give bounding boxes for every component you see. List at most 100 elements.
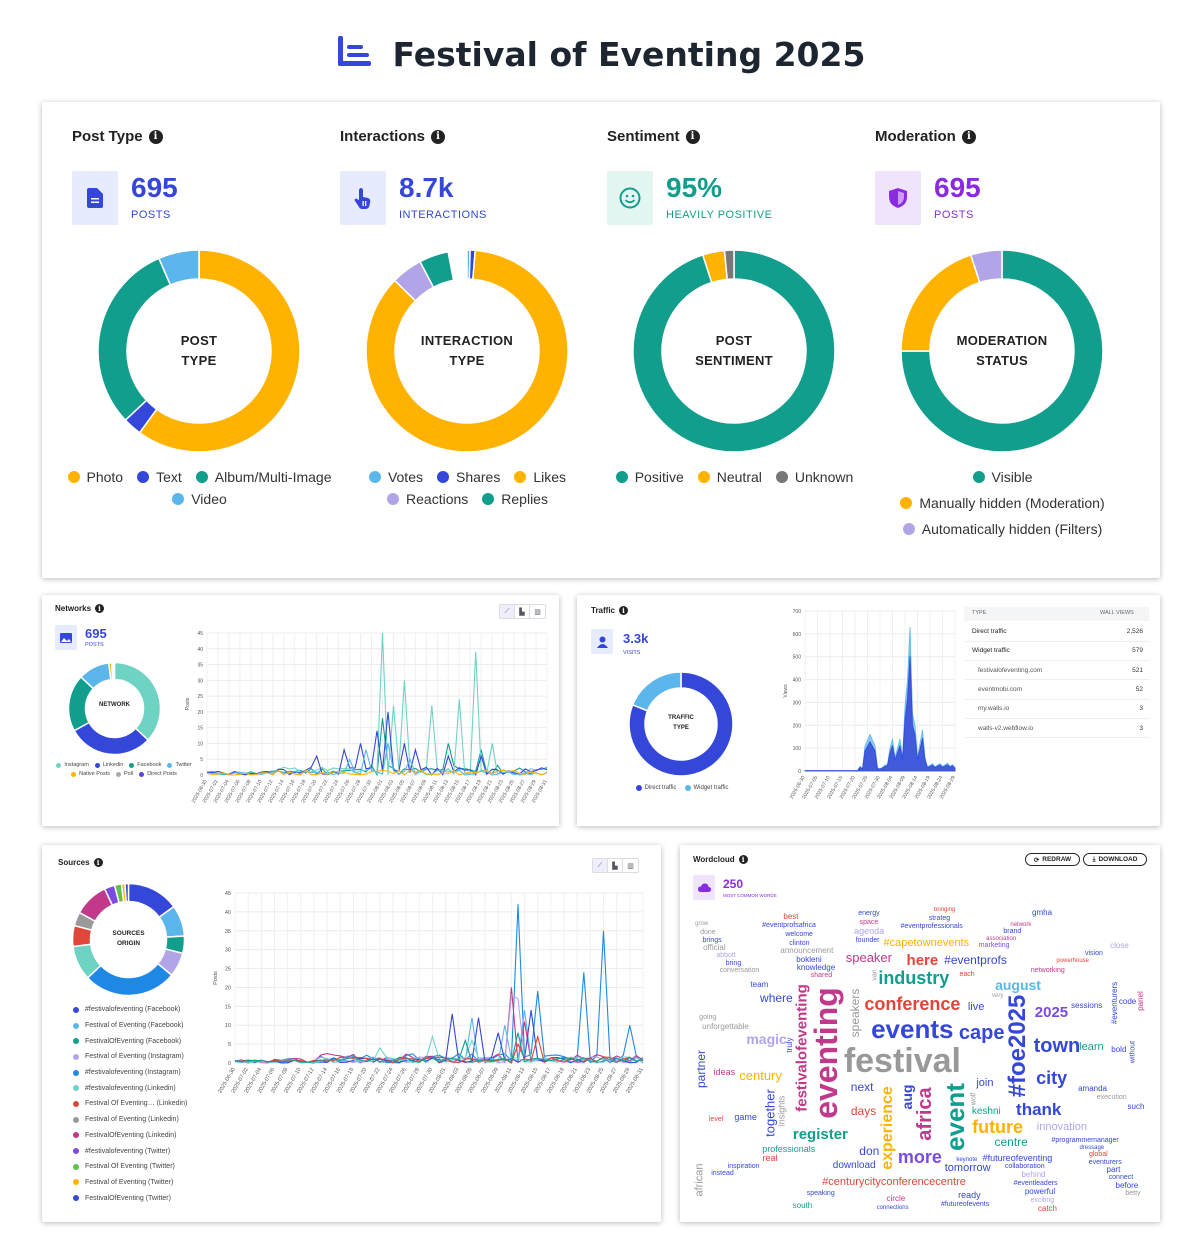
legend-item[interactable]: Festival of Eventing (Instagram)	[73, 1049, 187, 1065]
legend-item[interactable]: Festival Of Eventing (Twitter)	[73, 1159, 187, 1175]
word[interactable]: city	[1036, 1068, 1068, 1089]
legend-item[interactable]: Automatically hidden (Filters)	[902, 521, 1102, 537]
word[interactable]: without	[1129, 1040, 1137, 1063]
word[interactable]: #capetownevents	[883, 937, 970, 950]
word[interactable]: festivalofeventing	[793, 984, 811, 1112]
word[interactable]: speaking	[806, 1189, 835, 1197]
info-icon[interactable]: i	[95, 604, 105, 613]
legend-item[interactable]: Widget traffic	[684, 785, 728, 791]
moderation-segment[interactable]	[969, 249, 1003, 284]
word[interactable]: connections	[876, 1204, 909, 1211]
word[interactable]: festival	[843, 1042, 962, 1080]
word[interactable]: experience	[878, 1086, 896, 1171]
word[interactable]: very	[992, 992, 1004, 999]
word[interactable]: conversation	[719, 967, 760, 975]
word[interactable]: keynote	[956, 1156, 978, 1163]
line-chart-icon[interactable]: ⟋	[593, 859, 608, 872]
legend-item[interactable]: Facebook	[129, 762, 161, 768]
word[interactable]: sessions	[1071, 1000, 1103, 1010]
word[interactable]: download	[832, 1159, 876, 1171]
legend-item[interactable]: #festivalofeventing (Facebook)	[73, 1002, 187, 1018]
redraw-button[interactable]: ⟳ REDRAW	[1025, 853, 1080, 866]
word[interactable]: vision	[1084, 949, 1103, 957]
word[interactable]: #futureofeventing	[982, 1152, 1053, 1163]
legend-item[interactable]: Neutral	[697, 469, 762, 485]
word[interactable]: #eventprofs	[944, 952, 1007, 967]
legend-item[interactable]: Likes	[514, 469, 566, 485]
word[interactable]: town	[1033, 1034, 1081, 1057]
word[interactable]: speakers	[848, 988, 862, 1038]
word[interactable]: events	[871, 1014, 954, 1045]
word[interactable]: future	[972, 1117, 1024, 1138]
sentiment-segment[interactable]	[723, 249, 735, 281]
word[interactable]: august	[995, 976, 1041, 993]
legend-item[interactable]: Photo	[67, 469, 123, 485]
chart-type-toggle[interactable]: ⟋ ▙ ▥	[592, 858, 639, 873]
word[interactable]: speaker	[845, 950, 892, 966]
word[interactable]: innovation	[1036, 1121, 1087, 1134]
word[interactable]: more	[897, 1147, 942, 1168]
word[interactable]: marketing	[978, 942, 1010, 950]
word[interactable]: african	[694, 1163, 706, 1197]
word[interactable]: south	[792, 1201, 813, 1211]
word[interactable]: done	[700, 928, 716, 936]
traffic-segment[interactable]	[628, 671, 734, 777]
word[interactable]: real	[762, 1153, 778, 1164]
info-icon[interactable]: i	[961, 129, 976, 144]
sentiment-segment[interactable]	[632, 249, 836, 453]
interactions-segment[interactable]	[419, 250, 455, 289]
legend-item[interactable]: Festival of Eventing (Linkedin)	[73, 1112, 187, 1128]
word[interactable]: #centurycityconferencecentre	[822, 1176, 966, 1189]
legend-item[interactable]: Festival of Eventing (Twitter)	[73, 1175, 187, 1191]
legend-item[interactable]: Unknown	[775, 469, 853, 485]
word[interactable]: #programmemanager	[1051, 1137, 1119, 1145]
word[interactable]: clinton	[789, 939, 810, 947]
area-chart-icon[interactable]: ▙	[515, 605, 530, 618]
word[interactable]: brings	[702, 936, 722, 944]
word[interactable]: truly	[784, 1037, 794, 1053]
legend-item[interactable]: Direct Posts	[139, 771, 177, 777]
word[interactable]: gmha	[1032, 907, 1053, 917]
word[interactable]: wolf	[970, 1092, 978, 1105]
bar-chart-icon[interactable]: ▥	[627, 862, 634, 870]
word[interactable]: official	[703, 943, 726, 953]
legend-item[interactable]: Visible	[972, 469, 1033, 485]
legend-item[interactable]: FestivalOfEventing (Facebook)	[73, 1033, 187, 1049]
legend-item[interactable]: Votes	[368, 469, 423, 485]
legend-item[interactable]: Replies	[482, 491, 548, 507]
legend-item[interactable]: Festival of Eventing (Facebook)	[73, 1018, 187, 1034]
word[interactable]: networking	[1030, 966, 1065, 974]
word[interactable]: bold	[1111, 1044, 1127, 1054]
word[interactable]: each	[959, 970, 975, 978]
word[interactable]: betty	[1125, 1190, 1141, 1198]
legend-item[interactable]: FestivalOfEventing (Linkedin)	[73, 1128, 187, 1144]
word[interactable]: tomorrow	[944, 1162, 991, 1175]
info-icon[interactable]: i	[93, 858, 103, 867]
legend-item[interactable]: Text	[137, 469, 182, 485]
word[interactable]: brand	[1003, 928, 1022, 936]
word[interactable]: inspiration	[727, 1163, 760, 1171]
word[interactable]: learn	[1079, 1040, 1104, 1053]
legend-item[interactable]: Poll	[116, 771, 133, 777]
word[interactable]: #foe2025	[1003, 995, 1031, 1098]
word[interactable]: keshni	[971, 1106, 1001, 1118]
word[interactable]: announcement	[780, 946, 834, 956]
word[interactable]: agenda	[854, 925, 885, 936]
word[interactable]: amanda	[1078, 1083, 1108, 1093]
legend-item[interactable]: Reactions	[387, 491, 468, 507]
word[interactable]: professionals	[762, 1144, 816, 1155]
interactions-segment[interactable]	[365, 249, 569, 453]
word[interactable]: execution	[1096, 1093, 1127, 1101]
word[interactable]: eventurers	[1088, 1158, 1122, 1166]
word[interactable]: strateg	[928, 915, 951, 923]
word[interactable]: connect	[1108, 1174, 1134, 1182]
word[interactable]: days	[850, 1104, 877, 1119]
chart-type-toggle[interactable]: ⟋ ▙ ▥	[499, 604, 546, 619]
moderation-segment[interactable]	[900, 249, 1104, 453]
word[interactable]: abbott	[716, 952, 736, 960]
legend-item[interactable]: Manually hidden (Moderation)	[900, 495, 1105, 511]
word[interactable]: collaboration	[1004, 1162, 1045, 1170]
word[interactable]: panel	[1135, 991, 1145, 1011]
legend-item[interactable]: Native Posts	[71, 771, 110, 777]
word[interactable]: bring	[725, 959, 742, 967]
